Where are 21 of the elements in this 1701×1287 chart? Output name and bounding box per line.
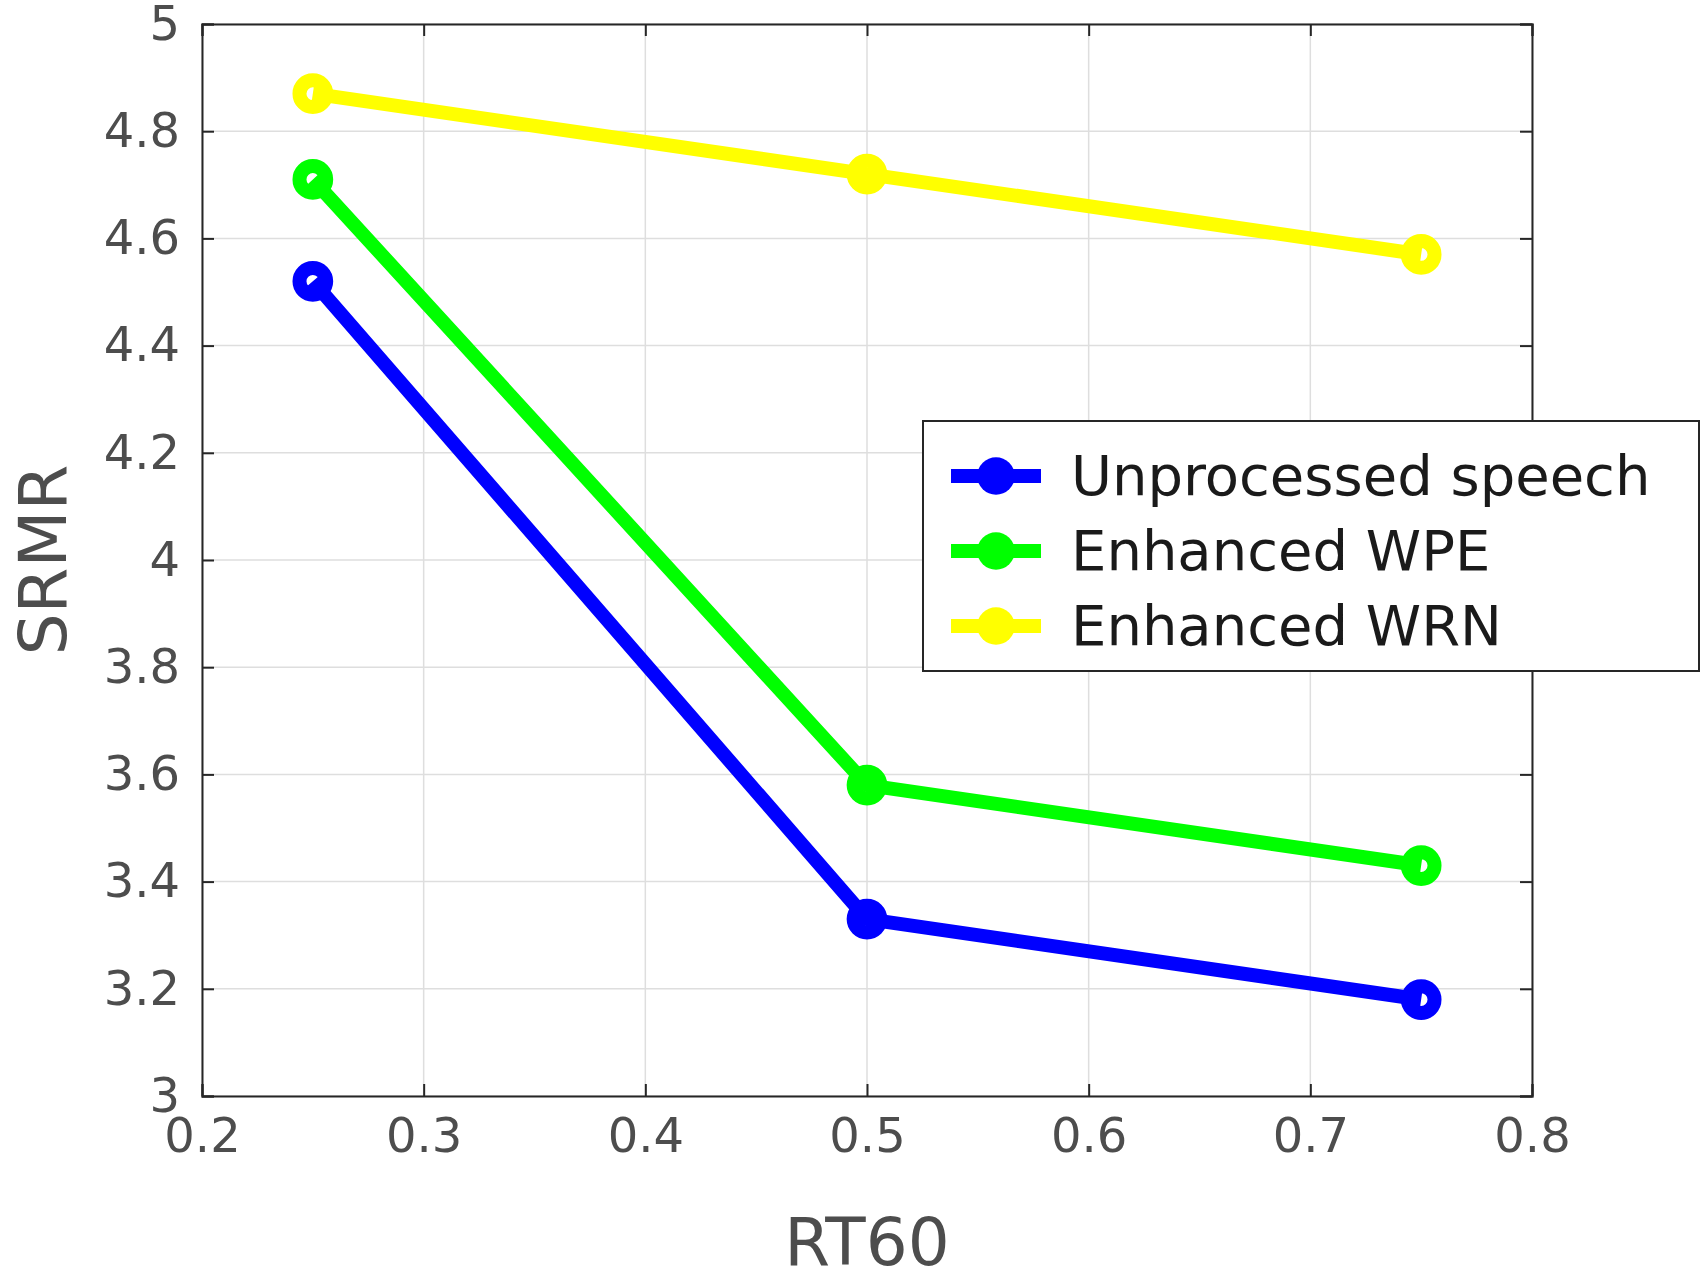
y-tick-label: 4.4: [103, 316, 180, 373]
y-tick-label: 4.6: [103, 209, 180, 266]
y-tick-label: 3.4: [103, 852, 180, 909]
x-tick-label: 0.7: [1272, 1107, 1350, 1164]
y-tick-label: 4: [149, 530, 180, 587]
x-tick-label: 0.5: [829, 1107, 906, 1164]
x-tick-label: 0.6: [1050, 1107, 1128, 1164]
x-tick-label: 0.4: [607, 1107, 685, 1164]
y-tick-label: 5: [149, 0, 180, 51]
y-tick-label: 3.8: [103, 638, 180, 695]
x-tick-label: 0.8: [1494, 1107, 1571, 1164]
x-tick-label: 0.3: [385, 1107, 463, 1164]
y-tick-label: 3.2: [103, 959, 180, 1016]
y-tick-label: 4.8: [103, 102, 180, 159]
y-axis-title: SRMR: [5, 464, 82, 656]
legend-label: Enhanced WPE: [1071, 518, 1491, 583]
legend-label: Enhanced WRN: [1071, 593, 1502, 658]
legend-label: Unprocessed speech: [1071, 443, 1651, 508]
y-tick-label: 4.2: [103, 423, 180, 480]
x-axis-title: RT60: [784, 1204, 950, 1281]
y-tick-label: 3.6: [103, 745, 180, 802]
